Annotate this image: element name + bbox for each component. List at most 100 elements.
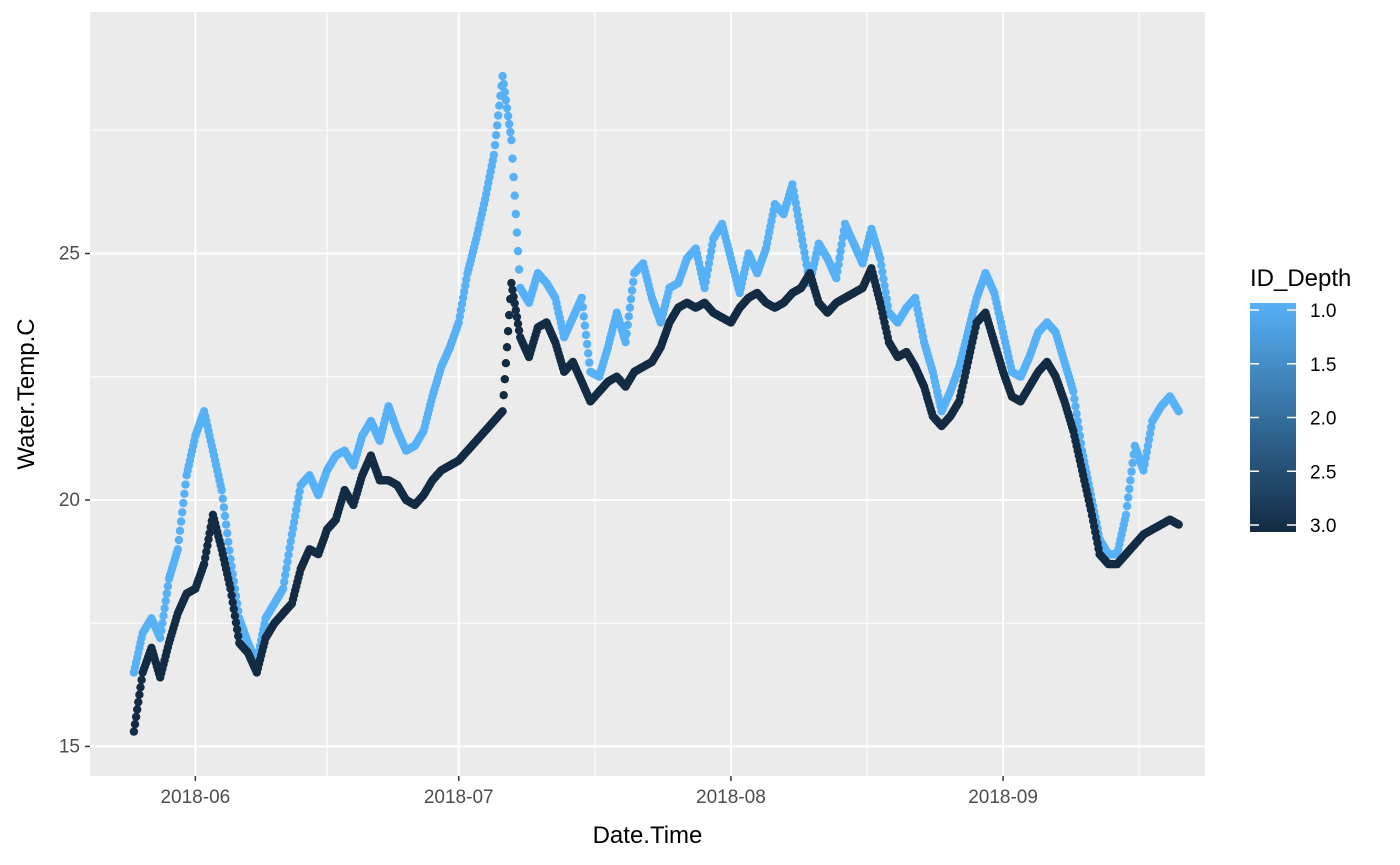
data-point: [512, 312, 522, 322]
data-point: [190, 436, 199, 445]
data-point: [228, 598, 237, 607]
data-point: [760, 247, 770, 256]
data-point: [989, 286, 998, 295]
x-tick-label: 2018-07: [424, 787, 494, 808]
data-point: [624, 312, 633, 321]
data-point: [623, 320, 632, 330]
data-point: [550, 291, 559, 301]
data-point: [646, 289, 655, 298]
data-point: [160, 604, 169, 613]
data-point: [159, 611, 168, 620]
data-point: [511, 306, 520, 315]
data-point: [800, 248, 809, 257]
data-point: [1071, 402, 1080, 411]
data-point: [137, 633, 146, 643]
data-point: [927, 363, 936, 373]
data-point: [284, 550, 293, 559]
data-point: [456, 306, 466, 315]
data-point: [953, 399, 963, 408]
data-point: [294, 493, 303, 502]
data-point: [198, 562, 208, 572]
data-point: [509, 172, 518, 182]
data-point: [174, 535, 184, 545]
data-point: [874, 294, 884, 303]
major-gridlines: [90, 12, 1205, 776]
data-point: [799, 241, 808, 251]
data-point: [514, 265, 524, 274]
data-point: [1173, 405, 1182, 414]
data-point: [131, 712, 141, 722]
data-point: [219, 503, 229, 512]
data-point: [579, 312, 588, 321]
data-point: [500, 375, 509, 384]
data-point: [462, 275, 471, 284]
data-point: [500, 87, 509, 97]
data-point: [282, 564, 291, 573]
data-point: [224, 537, 233, 547]
data-point: [505, 119, 514, 129]
data-point: [506, 127, 515, 137]
data-point: [881, 288, 890, 297]
data-point: [793, 211, 802, 220]
data-point: [584, 349, 593, 358]
y-tick-label: 15: [59, 736, 80, 757]
data-point: [701, 277, 710, 287]
data-point: [1094, 544, 1103, 553]
data-point: [580, 321, 590, 330]
data-point: [1070, 394, 1079, 404]
data-point: [508, 154, 517, 163]
data-point: [1072, 409, 1081, 418]
legend: ID_Depth 1.0 1.5 2.0 2.5 3.0: [1250, 265, 1351, 537]
data-point: [234, 631, 243, 641]
series-depth-1: [129, 71, 1183, 677]
data-point: [602, 346, 612, 356]
y-axis-title: Water.Temp.C: [13, 318, 40, 469]
data-point: [790, 192, 799, 201]
data-point: [627, 286, 637, 295]
legend-label: 3.0: [1310, 516, 1336, 537]
data-point: [882, 294, 891, 304]
data-point: [129, 727, 139, 736]
data-point: [629, 277, 638, 287]
data-point: [838, 233, 847, 242]
data-point: [962, 332, 972, 341]
data-point: [136, 683, 145, 692]
data-point: [513, 246, 523, 256]
data-point: [232, 625, 242, 634]
data-point: [581, 330, 591, 340]
data-point: [502, 343, 512, 352]
data-point: [502, 103, 512, 113]
data-point: [289, 518, 299, 527]
data-point: [511, 209, 520, 219]
data-point: [918, 332, 928, 341]
data-point: [508, 285, 517, 295]
data-point: [1128, 458, 1137, 468]
data-point: [225, 579, 234, 588]
data-point: [512, 228, 522, 237]
x-tick-label: 2018-09: [968, 787, 1038, 808]
data-point: [158, 619, 167, 628]
data-point: [997, 363, 1007, 373]
data-point: [280, 577, 289, 587]
data-point: [229, 604, 238, 614]
data-point: [704, 259, 714, 268]
data-point: [510, 299, 519, 308]
data-point: [725, 249, 734, 259]
legend-label: 1.0: [1310, 301, 1336, 322]
legend-ticks: 1.0 1.5 2.0 2.5 3.0: [1250, 301, 1336, 537]
data-point: [883, 301, 892, 311]
data-point: [283, 557, 292, 566]
data-point: [491, 131, 501, 140]
data-point: [162, 589, 171, 598]
data-point: [1085, 500, 1095, 510]
data-point: [458, 293, 468, 303]
data-point: [453, 321, 462, 330]
data-point: [175, 526, 185, 535]
x-tick-label: 2018-08: [696, 787, 766, 808]
data-point: [281, 570, 290, 580]
data-point: [874, 250, 884, 259]
data-point: [1144, 435, 1154, 444]
data-point: [1068, 383, 1077, 392]
data-point: [134, 697, 143, 707]
